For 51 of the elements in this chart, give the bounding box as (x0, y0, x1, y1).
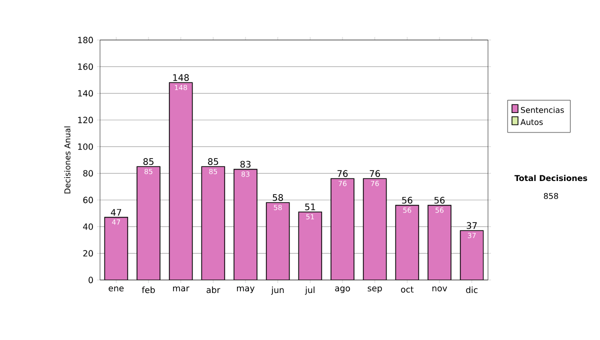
total-label: 76 (338, 170, 348, 177)
y-tick-label: 60 (83, 196, 93, 204)
legend-label: Autos (520, 119, 543, 126)
x-tick-label: abr (206, 286, 220, 294)
x-tick-label: dic (466, 286, 478, 294)
bar (460, 230, 484, 280)
total-label: 85 (208, 158, 218, 165)
total-label: 76 (370, 170, 380, 177)
total-label: 58 (272, 194, 283, 201)
x-tick-label: oct (401, 286, 414, 293)
x-tick-label: feb (142, 286, 155, 294)
y-tick-label: 140 (78, 90, 93, 97)
y-tick-label: 120 (78, 116, 93, 124)
y-tick-label: 180 (78, 36, 93, 44)
bar (428, 205, 451, 280)
bar (202, 166, 225, 280)
bar (169, 82, 192, 280)
x-tick-label: may (237, 286, 255, 294)
bar (331, 178, 354, 280)
x-tick-label: sep (368, 286, 382, 294)
total-label: 85 (143, 158, 154, 165)
text: Total Decisiones (514, 174, 588, 182)
x-tick-label: jun (271, 286, 284, 295)
bar (363, 178, 386, 280)
text: 858 (544, 192, 558, 200)
total-label: 83 (240, 160, 251, 168)
y-tick-label: 40 (83, 223, 93, 230)
x-tick-label: jul (304, 286, 314, 295)
bar (137, 166, 160, 280)
y-tick-label: 100 (78, 143, 93, 150)
total-label: 148 (173, 74, 189, 81)
total-label: 51 (305, 204, 316, 210)
x-tick-label: mar (173, 286, 190, 292)
total-label: 56 (402, 196, 412, 204)
y-tick-label: 0 (88, 276, 93, 284)
y-tick-label: 160 (78, 63, 93, 70)
y-axis-title: Decisiones Anual (64, 126, 70, 194)
x-tick-label: ago (335, 286, 350, 294)
x-tick-label: nov (432, 286, 448, 292)
bar (266, 202, 290, 280)
legend-label: Sentencias (520, 106, 564, 113)
bar (298, 212, 322, 280)
total-label: 37 (466, 222, 477, 229)
y-tick-label: 20 (83, 250, 93, 257)
y-tick-label: 80 (83, 170, 93, 177)
total-label: 56 (434, 196, 445, 204)
total-label: 47 (110, 209, 122, 216)
x-tick-label: ene (108, 286, 124, 292)
bar (396, 205, 419, 280)
bar (234, 169, 258, 280)
bar (104, 217, 128, 280)
